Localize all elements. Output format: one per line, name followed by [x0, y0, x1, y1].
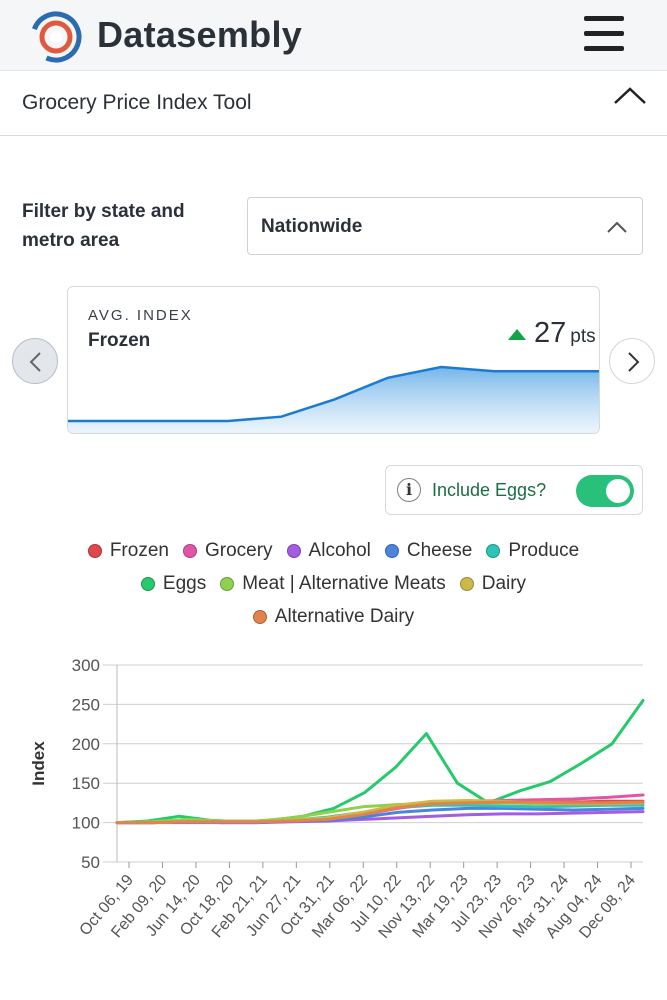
- y-tick-label: 200: [72, 735, 100, 754]
- region-select[interactable]: Nationwide: [247, 197, 643, 255]
- include-eggs-label: Include Eggs?: [432, 480, 547, 500]
- legend-dot-icon: [384, 544, 399, 558]
- include-eggs-toggle[interactable]: [576, 475, 634, 507]
- chevron-up-icon[interactable]: [612, 86, 648, 106]
- legend-item[interactable]: Frozen: [87, 540, 169, 562]
- legend-item[interactable]: Grocery: [182, 540, 273, 562]
- legend-label: Produce: [508, 540, 580, 561]
- legend-item[interactable]: Dairy: [459, 573, 527, 595]
- y-axis-label: Index: [29, 741, 48, 786]
- sparkline-chart: [68, 365, 599, 433]
- series-line-alternative-dairy[interactable]: [115, 800, 645, 825]
- legend-item[interactable]: Alternative Dairy: [252, 606, 415, 628]
- index-card: AVG. INDEX Frozen 27 pts: [67, 286, 600, 434]
- chevron-left-icon: [29, 352, 41, 372]
- legend-dot-icon: [140, 577, 155, 591]
- card-change-unit: pts: [570, 326, 596, 347]
- region-select-value: Nationwide: [261, 216, 363, 237]
- hamburger-menu-icon[interactable]: [584, 16, 624, 52]
- legend-item[interactable]: Alcohol: [286, 540, 371, 562]
- legend-row: Frozen Grocery Alcohol Cheese Produce: [0, 540, 667, 562]
- legend-dot-icon: [252, 610, 267, 624]
- legend-label: Alternative Dairy: [274, 606, 415, 627]
- card-kicker: AVG. INDEX: [88, 307, 193, 324]
- card-category: Frozen: [88, 330, 151, 351]
- y-tick-label: 250: [72, 695, 100, 714]
- legend-row: Alternative Dairy: [0, 606, 667, 628]
- legend-label: Frozen: [109, 540, 169, 561]
- app-header: Datasembly: [0, 0, 667, 71]
- y-tick-label: 50: [81, 853, 100, 872]
- y-tick-label: 100: [72, 814, 100, 833]
- carousel-next-button[interactable]: [609, 338, 655, 384]
- tool-title: Grocery Price Index Tool: [22, 91, 252, 114]
- legend-dot-icon: [486, 544, 501, 558]
- legend-label: Dairy: [481, 573, 527, 594]
- datasembly-logo-icon[interactable]: [29, 10, 83, 64]
- legend-label: Grocery: [204, 540, 273, 561]
- legend-row: Eggs Meat | Alternative Meats Dairy: [0, 573, 667, 595]
- chevron-right-icon: [628, 352, 640, 372]
- legend-label: Cheese: [406, 540, 473, 561]
- include-eggs-control: i Include Eggs?: [385, 465, 643, 515]
- tool-section-header[interactable]: Grocery Price Index Tool: [0, 71, 667, 136]
- brand-name[interactable]: Datasembly: [97, 14, 303, 55]
- sparkline-line: [68, 365, 599, 423]
- card-change: 27 pts: [508, 317, 596, 350]
- legend-item[interactable]: Eggs: [140, 573, 207, 595]
- legend-dot-icon: [286, 544, 301, 558]
- toggle-knob: [606, 479, 630, 503]
- carousel-prev-button[interactable]: [12, 338, 58, 384]
- info-icon[interactable]: i: [397, 478, 421, 502]
- legend-item[interactable]: Meat | Alternative Meats: [220, 573, 446, 595]
- legend-dot-icon: [220, 577, 235, 591]
- legend-dot-icon: [182, 544, 197, 558]
- legend-item[interactable]: Produce: [486, 540, 579, 562]
- y-tick-label: 150: [72, 774, 100, 793]
- legend-dot-icon: [87, 544, 102, 558]
- legend-dot-icon: [459, 577, 474, 591]
- y-tick-label: 300: [72, 656, 100, 675]
- legend-label: Eggs: [162, 573, 207, 594]
- legend-item[interactable]: Cheese: [384, 540, 473, 562]
- legend-label: Alcohol: [308, 540, 371, 561]
- card-change-value: 27: [534, 317, 567, 349]
- chevron-up-icon: [607, 221, 627, 233]
- filter-label: Filter by state and metro area: [22, 201, 185, 251]
- triangle-up-icon: [508, 329, 526, 340]
- legend-label: Meat | Alternative Meats: [242, 573, 446, 594]
